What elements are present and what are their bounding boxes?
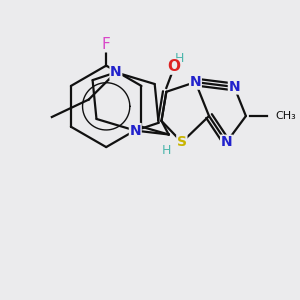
Text: N: N (228, 80, 240, 94)
Text: CH₃: CH₃ (275, 111, 296, 121)
Text: N: N (110, 65, 122, 80)
Text: S: S (177, 135, 187, 149)
Text: O: O (168, 59, 181, 74)
Text: N: N (190, 75, 201, 89)
Text: N: N (221, 135, 232, 149)
Text: F: F (102, 37, 111, 52)
Text: N: N (130, 124, 141, 138)
Text: H: H (162, 143, 171, 157)
Text: H: H (175, 52, 184, 65)
